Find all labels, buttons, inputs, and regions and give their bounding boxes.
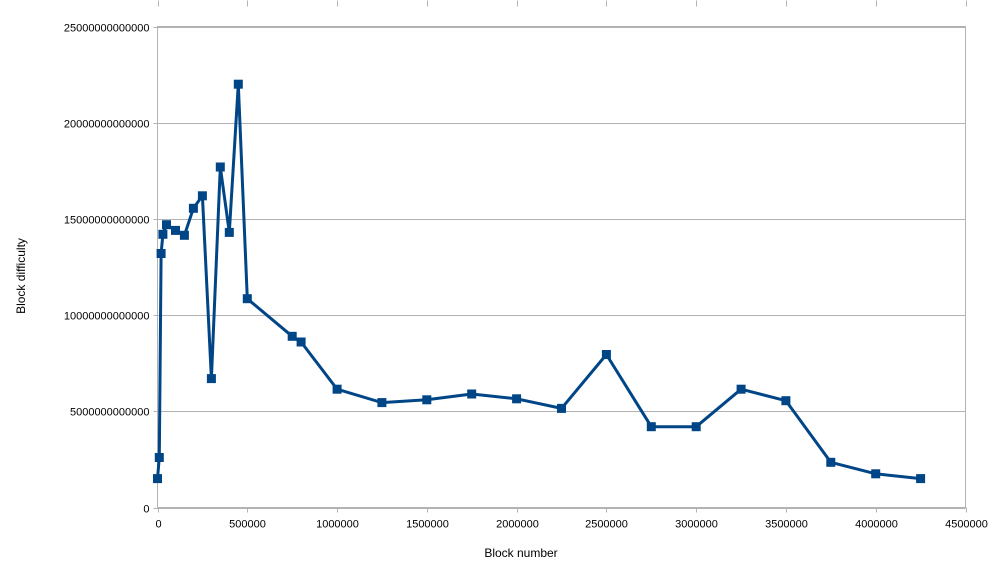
data-point-marker [156, 249, 166, 258]
data-point-marker [242, 294, 252, 304]
data-point-marker [871, 469, 881, 479]
y-tick-label: 20000000000000 [64, 119, 150, 131]
data-point-marker [158, 229, 168, 239]
data-point-marker [287, 331, 297, 341]
series-line [156, 82, 921, 481]
data-point-marker [206, 374, 216, 384]
gridlines [157, 27, 966, 509]
data-point-marker [826, 457, 836, 467]
x-axis-label: Block number [484, 546, 557, 560]
data-markers [153, 79, 926, 484]
data-point-marker [171, 225, 180, 235]
data-point-marker [422, 395, 432, 405]
data-point-marker [224, 227, 234, 237]
y-tick-label: 5000000000000 [70, 407, 150, 419]
data-point-marker [162, 220, 171, 230]
data-point-marker [215, 162, 225, 172]
data-point-marker [916, 474, 926, 484]
x-tick-label: 2500000 [585, 519, 628, 531]
x-tick-label: 1000000 [316, 519, 359, 531]
x-tick-label: 500000 [229, 519, 266, 531]
y-axis-label: Block difficulty [14, 238, 28, 314]
data-point-marker [188, 203, 198, 213]
data-point-marker [296, 337, 306, 347]
x-tick-label: 4500000 [945, 519, 988, 531]
data-point-marker [197, 191, 207, 201]
data-point-marker [781, 396, 791, 406]
x-tick-label: 0 [155, 519, 161, 531]
y-tick-label: 10000000000000 [64, 311, 150, 323]
x-tick-label: 1500000 [406, 519, 449, 531]
data-point-marker [467, 389, 477, 399]
x-tick-label: 3000000 [675, 519, 718, 531]
y-tick-label: 0 [143, 504, 149, 516]
data-point-marker [179, 230, 189, 240]
y-tick-label: 25000000000000 [64, 23, 150, 35]
x-tick-label: 4000000 [855, 519, 898, 531]
data-point-marker [332, 384, 342, 394]
data-point-marker [377, 398, 387, 408]
x-axis-ticks: 0 500000 1000000 1500000 2000000 2500000 30000… [155, 0, 988, 531]
data-point-marker [153, 474, 162, 484]
data-point-marker [154, 453, 164, 462]
data-point-marker [691, 422, 701, 432]
data-point-marker [557, 403, 566, 413]
data-point-marker [512, 394, 522, 404]
data-point-marker [601, 350, 611, 359]
data-point-marker [646, 422, 656, 432]
y-axis-ticks: 0 5000000000000 10000000000000 150000000000… [64, 23, 158, 516]
data-point-marker [233, 79, 243, 89]
x-tick-label: 3500000 [765, 519, 808, 531]
plot-frame [157, 26, 966, 508]
y-tick-label: 15000000000000 [64, 215, 150, 227]
x-tick-label: 2000000 [496, 519, 539, 531]
data-point-marker [736, 384, 746, 394]
